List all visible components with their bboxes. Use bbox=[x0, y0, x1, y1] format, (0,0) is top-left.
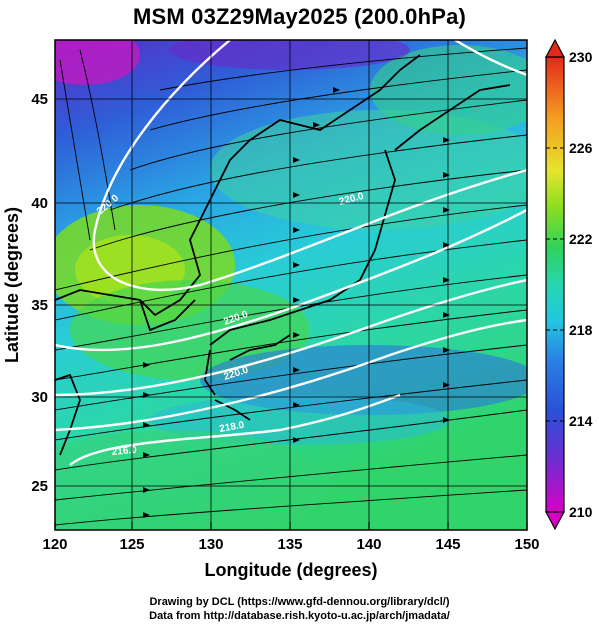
svg-text:230: 230 bbox=[569, 49, 593, 65]
svg-text:140: 140 bbox=[356, 536, 381, 553]
x-axis-label: Longitude (degrees) bbox=[204, 560, 377, 580]
svg-text:120: 120 bbox=[42, 536, 67, 553]
svg-text:222: 222 bbox=[569, 231, 593, 247]
y-axis-label: Latitude (degrees) bbox=[2, 207, 22, 363]
credit-data-source: Data from http://database.rish.kyoto-u.a… bbox=[149, 610, 450, 622]
svg-text:40: 40 bbox=[31, 195, 48, 212]
svg-text:226: 226 bbox=[569, 140, 593, 156]
y-tick-labels: 25 30 35 40 45 bbox=[31, 91, 48, 495]
svg-text:130: 130 bbox=[198, 536, 223, 553]
graticule bbox=[55, 40, 527, 530]
temperature-field: 220.0 220.0 220.0 220.0 218.0 216.0 bbox=[55, 40, 527, 530]
svg-text:125: 125 bbox=[119, 536, 144, 553]
colorbar-min-arrow bbox=[545, 511, 565, 531]
plot-frame bbox=[54, 39, 528, 531]
map-title: MSM 03Z29May2025 (200.0hPa) bbox=[132, 4, 467, 29]
svg-text:150: 150 bbox=[514, 536, 539, 553]
credit-dcl: Drawing by DCL (https://www.gfd-dennou.o… bbox=[149, 596, 450, 608]
wind-streamlines bbox=[55, 47, 527, 526]
svg-text:35: 35 bbox=[31, 297, 48, 314]
svg-text:145: 145 bbox=[435, 536, 460, 553]
svg-text:218: 218 bbox=[569, 322, 593, 338]
colorbar-tick-labels: 210 214 218 222 226 230 bbox=[569, 49, 593, 520]
wind-arrowheads bbox=[143, 87, 450, 518]
svg-text:135: 135 bbox=[277, 536, 302, 553]
svg-text:45: 45 bbox=[31, 91, 48, 108]
colorbar bbox=[545, 38, 565, 531]
isotherm-contours bbox=[55, 40, 527, 466]
svg-text:210: 210 bbox=[569, 504, 593, 520]
x-tick-labels: 120 125 130 135 140 145 150 bbox=[42, 536, 539, 553]
svg-text:214: 214 bbox=[569, 413, 593, 429]
svg-text:216.0: 216.0 bbox=[111, 445, 137, 458]
svg-text:25: 25 bbox=[31, 478, 48, 495]
svg-text:30: 30 bbox=[31, 389, 48, 406]
colorbar-max-arrow bbox=[545, 38, 565, 58]
x-ticks bbox=[54, 522, 528, 530]
svg-text:218.0: 218.0 bbox=[219, 420, 246, 435]
